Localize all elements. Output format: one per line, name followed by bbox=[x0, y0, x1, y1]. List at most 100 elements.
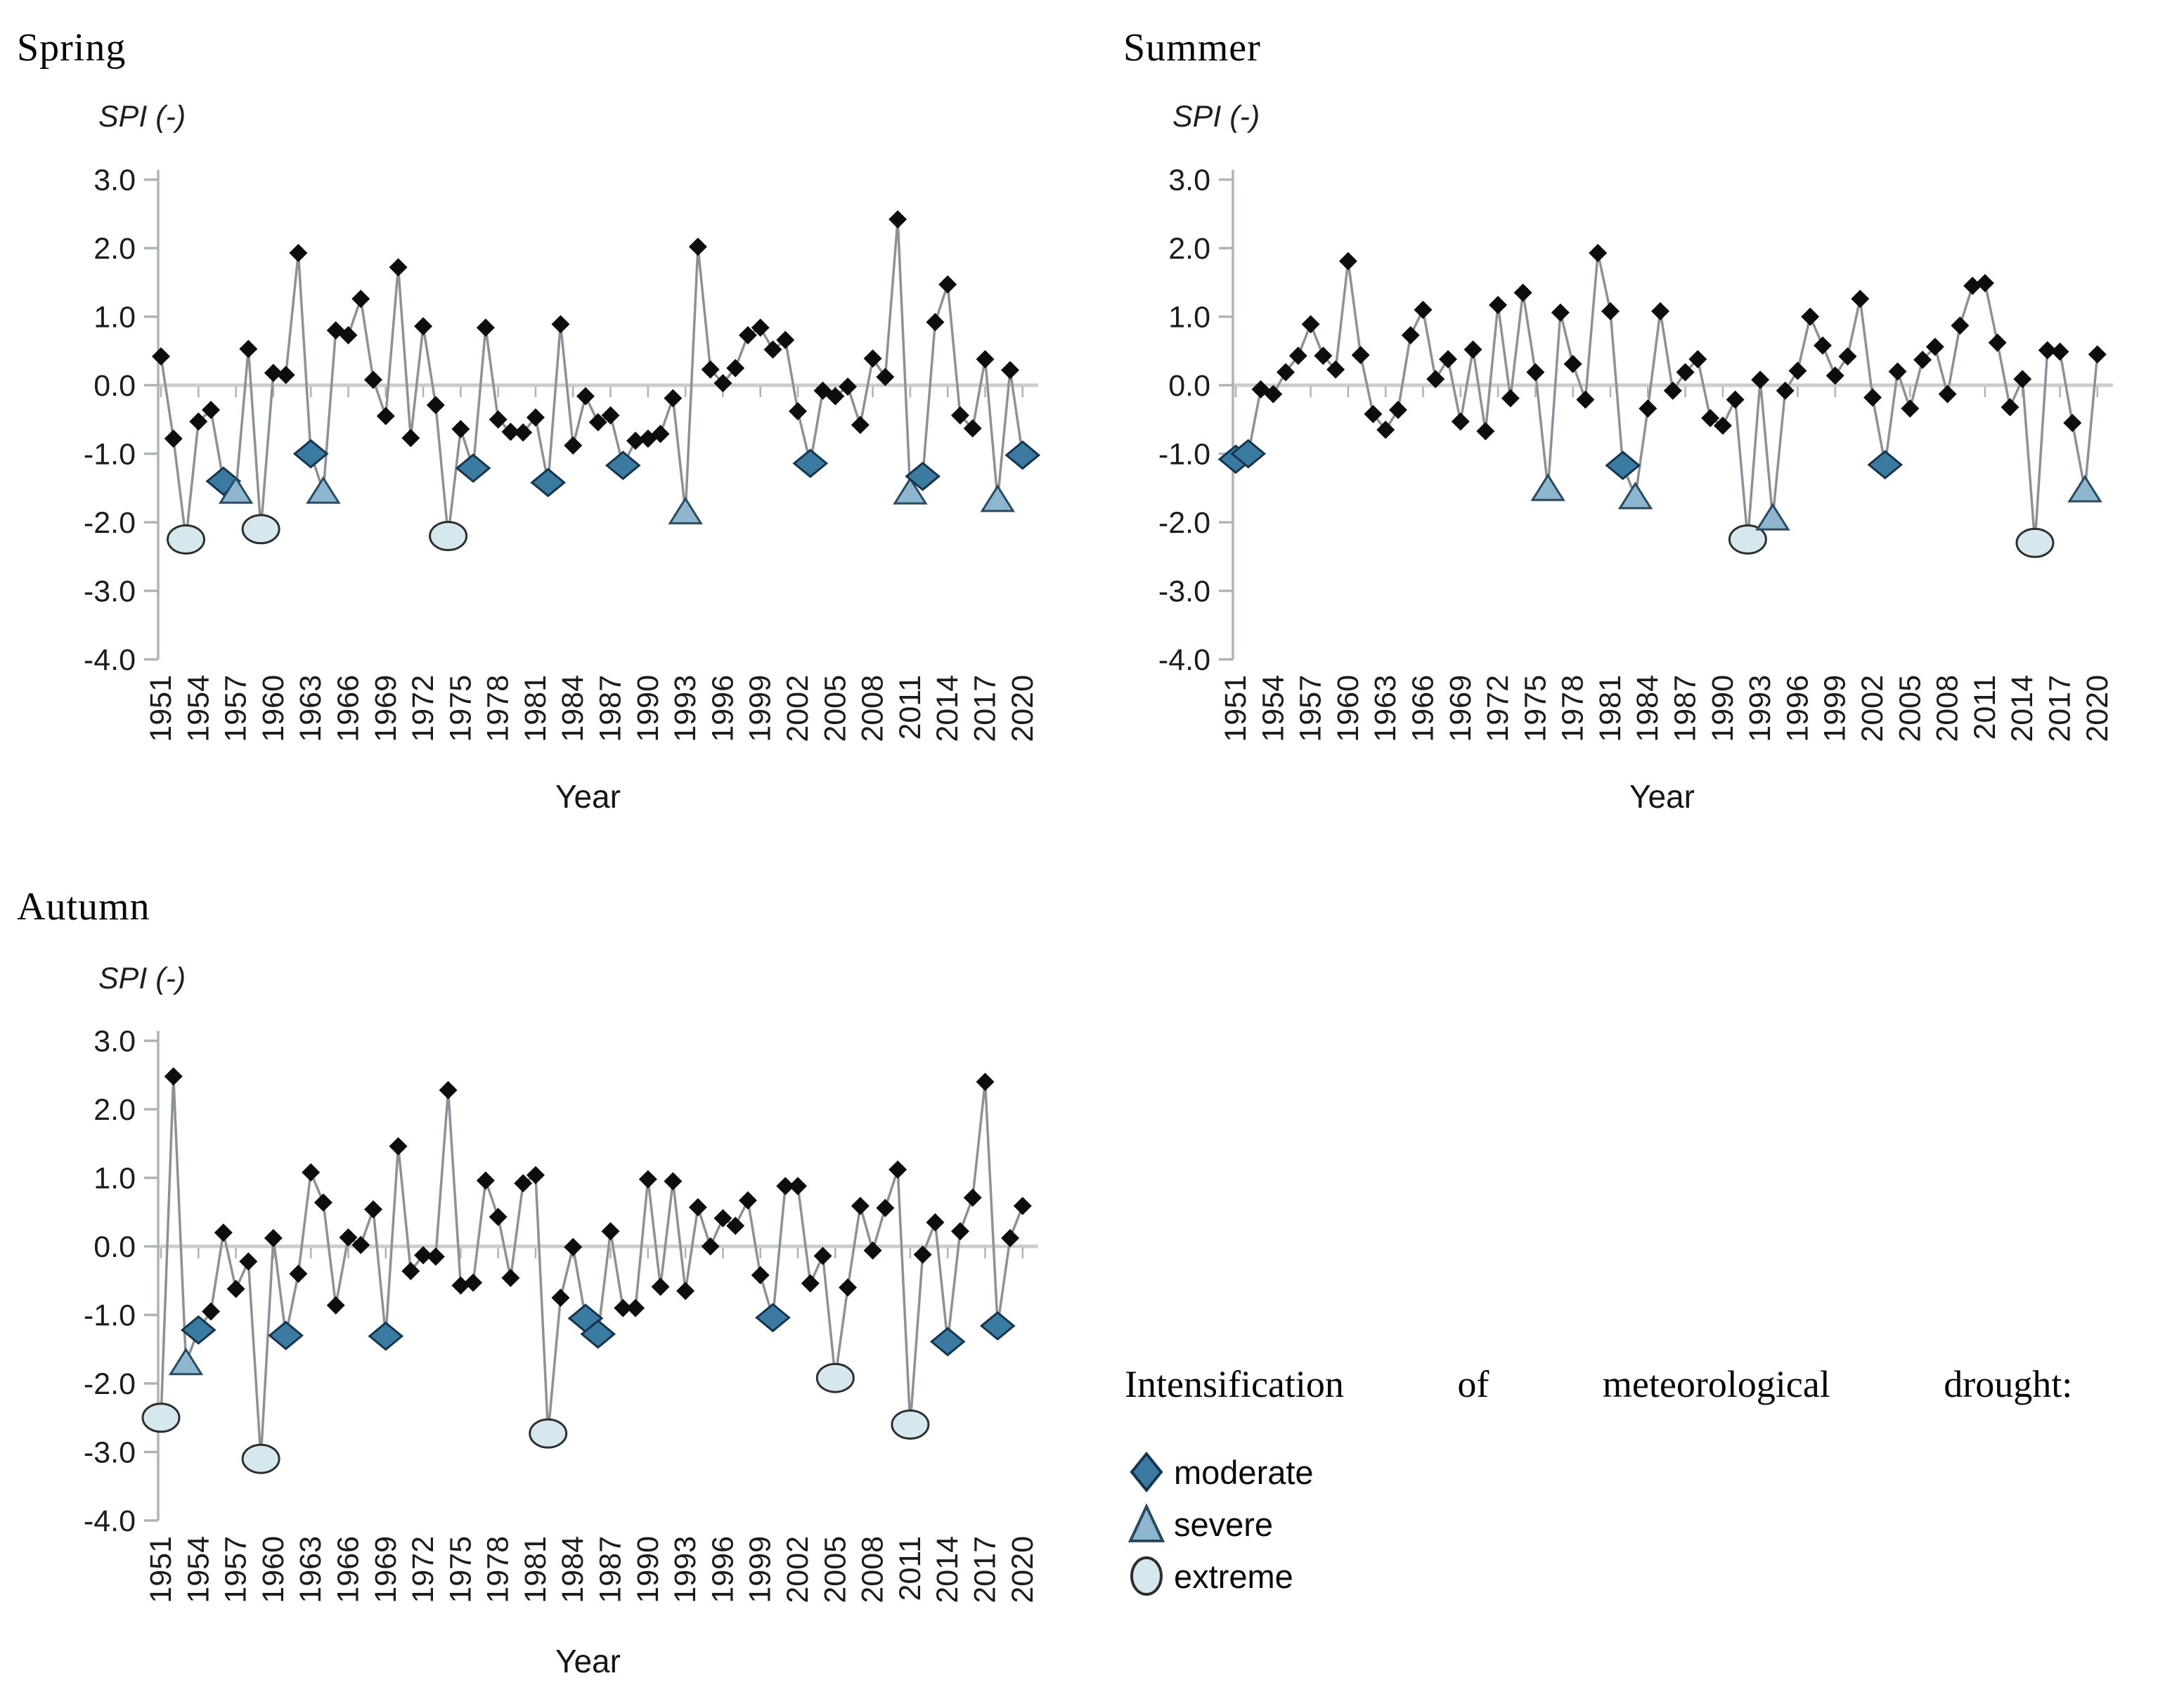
data-point bbox=[1277, 363, 1295, 382]
moderate-drought-marker bbox=[580, 1319, 616, 1349]
data-point bbox=[1338, 252, 1357, 271]
data-point bbox=[1776, 381, 1795, 400]
data-point bbox=[1451, 412, 1470, 431]
data-point bbox=[1288, 347, 1307, 366]
data-point bbox=[1526, 363, 1545, 382]
extreme-drought-marker bbox=[2015, 527, 2055, 558]
data-point bbox=[1376, 420, 1395, 439]
data-point bbox=[889, 210, 907, 229]
data-point bbox=[451, 420, 470, 439]
data-point bbox=[1264, 385, 1283, 404]
x-tick-label: 1954 bbox=[181, 675, 215, 742]
data-point bbox=[501, 1268, 520, 1287]
x-tick-label: 1993 bbox=[1743, 675, 1777, 742]
spring-chart-title: Spring bbox=[17, 26, 127, 70]
y-tick-label: -3.0 bbox=[84, 575, 136, 609]
data-point bbox=[1388, 401, 1407, 420]
severe-drought-marker bbox=[2067, 475, 2102, 503]
data-point bbox=[1476, 422, 1495, 441]
x-tick-label: 1987 bbox=[594, 675, 628, 742]
data-point bbox=[601, 406, 620, 425]
data-point bbox=[1813, 336, 1832, 355]
data-point bbox=[701, 360, 720, 379]
data-point bbox=[1688, 349, 1707, 368]
data-point bbox=[451, 1276, 470, 1295]
data-point bbox=[839, 377, 858, 396]
data-point bbox=[1726, 390, 1745, 409]
data-point bbox=[1551, 303, 1570, 322]
data-point bbox=[2038, 341, 2057, 360]
data-point bbox=[326, 1296, 345, 1315]
y-tick-label: 2.0 bbox=[93, 1093, 136, 1127]
summer-chart: 3.0 2.0 1.0 0.0 -1.0 -2.0 -3.0 -4.0 1951 1954 1957… bbox=[1158, 164, 2114, 742]
data-point bbox=[851, 1196, 870, 1215]
data-point bbox=[1913, 350, 1932, 369]
y-tick-label: 2.0 bbox=[1168, 232, 1210, 266]
data-point bbox=[863, 349, 882, 368]
x-tick-label: 1990 bbox=[631, 675, 665, 742]
severe-triangle-icon bbox=[1127, 1503, 1165, 1542]
data-point bbox=[1851, 290, 1870, 309]
data-point bbox=[926, 313, 945, 332]
y-tick-label: -4.0 bbox=[84, 643, 136, 677]
data-point bbox=[1925, 337, 1944, 356]
data-point bbox=[1863, 388, 1882, 407]
x-tick-label: 1996 bbox=[706, 1536, 739, 1603]
spi-series-line bbox=[1235, 252, 2099, 544]
data-point bbox=[514, 423, 533, 442]
x-tick-label: 1972 bbox=[1481, 675, 1515, 742]
moderate-drought-marker bbox=[905, 461, 941, 491]
data-point bbox=[239, 1252, 258, 1271]
data-point bbox=[813, 1246, 832, 1265]
data-point bbox=[389, 258, 408, 277]
data-point bbox=[676, 1282, 695, 1300]
legend-item-label: severe bbox=[1174, 1505, 1274, 1543]
data-point bbox=[2063, 413, 2082, 432]
spring-x-axis-title: Year bbox=[555, 778, 621, 815]
data-point bbox=[776, 1177, 795, 1196]
data-point bbox=[401, 429, 420, 448]
severe-drought-marker bbox=[1617, 482, 1653, 510]
data-point bbox=[1751, 370, 1770, 389]
x-tick-label: 1966 bbox=[1406, 675, 1440, 742]
data-point bbox=[426, 1247, 445, 1266]
moderate-drought-marker bbox=[1230, 439, 1267, 469]
data-point bbox=[1576, 390, 1595, 409]
data-point bbox=[1975, 273, 1994, 292]
data-point bbox=[2013, 370, 2032, 389]
data-point bbox=[651, 425, 670, 444]
data-point bbox=[713, 1209, 732, 1228]
data-point bbox=[414, 317, 433, 336]
data-point bbox=[1589, 243, 1608, 262]
autumn-x-axis-title: Year bbox=[555, 1643, 621, 1679]
x-tick-label: 1972 bbox=[406, 675, 440, 742]
y-tick-label: -1.0 bbox=[84, 438, 136, 472]
data-point bbox=[1314, 347, 1333, 366]
moderate-drought-marker bbox=[180, 1315, 217, 1345]
data-point bbox=[1988, 333, 2007, 352]
x-tick-label: 1999 bbox=[1818, 675, 1852, 742]
data-point bbox=[401, 1262, 420, 1281]
x-tick-label: 1951 bbox=[144, 675, 178, 742]
data-point bbox=[926, 1213, 945, 1232]
x-tick-label: 1975 bbox=[444, 675, 477, 742]
data-point bbox=[1489, 295, 1508, 314]
x-tick-label: 1951 bbox=[1219, 675, 1253, 742]
data-point bbox=[526, 1166, 545, 1185]
data-point bbox=[664, 389, 683, 408]
data-point bbox=[1001, 361, 1020, 380]
data-point bbox=[876, 368, 895, 387]
data-point bbox=[1663, 381, 1682, 400]
data-point bbox=[526, 408, 545, 427]
data-point bbox=[738, 325, 757, 344]
data-point bbox=[938, 275, 957, 294]
data-point bbox=[889, 1160, 907, 1179]
x-tick-label: 2002 bbox=[1856, 675, 1889, 742]
extreme-drought-marker bbox=[891, 1409, 930, 1440]
data-point bbox=[364, 370, 383, 389]
x-tick-label: 2005 bbox=[1893, 675, 1927, 742]
data-point bbox=[564, 1237, 583, 1256]
y-tick-label: -4.0 bbox=[1158, 643, 1210, 677]
